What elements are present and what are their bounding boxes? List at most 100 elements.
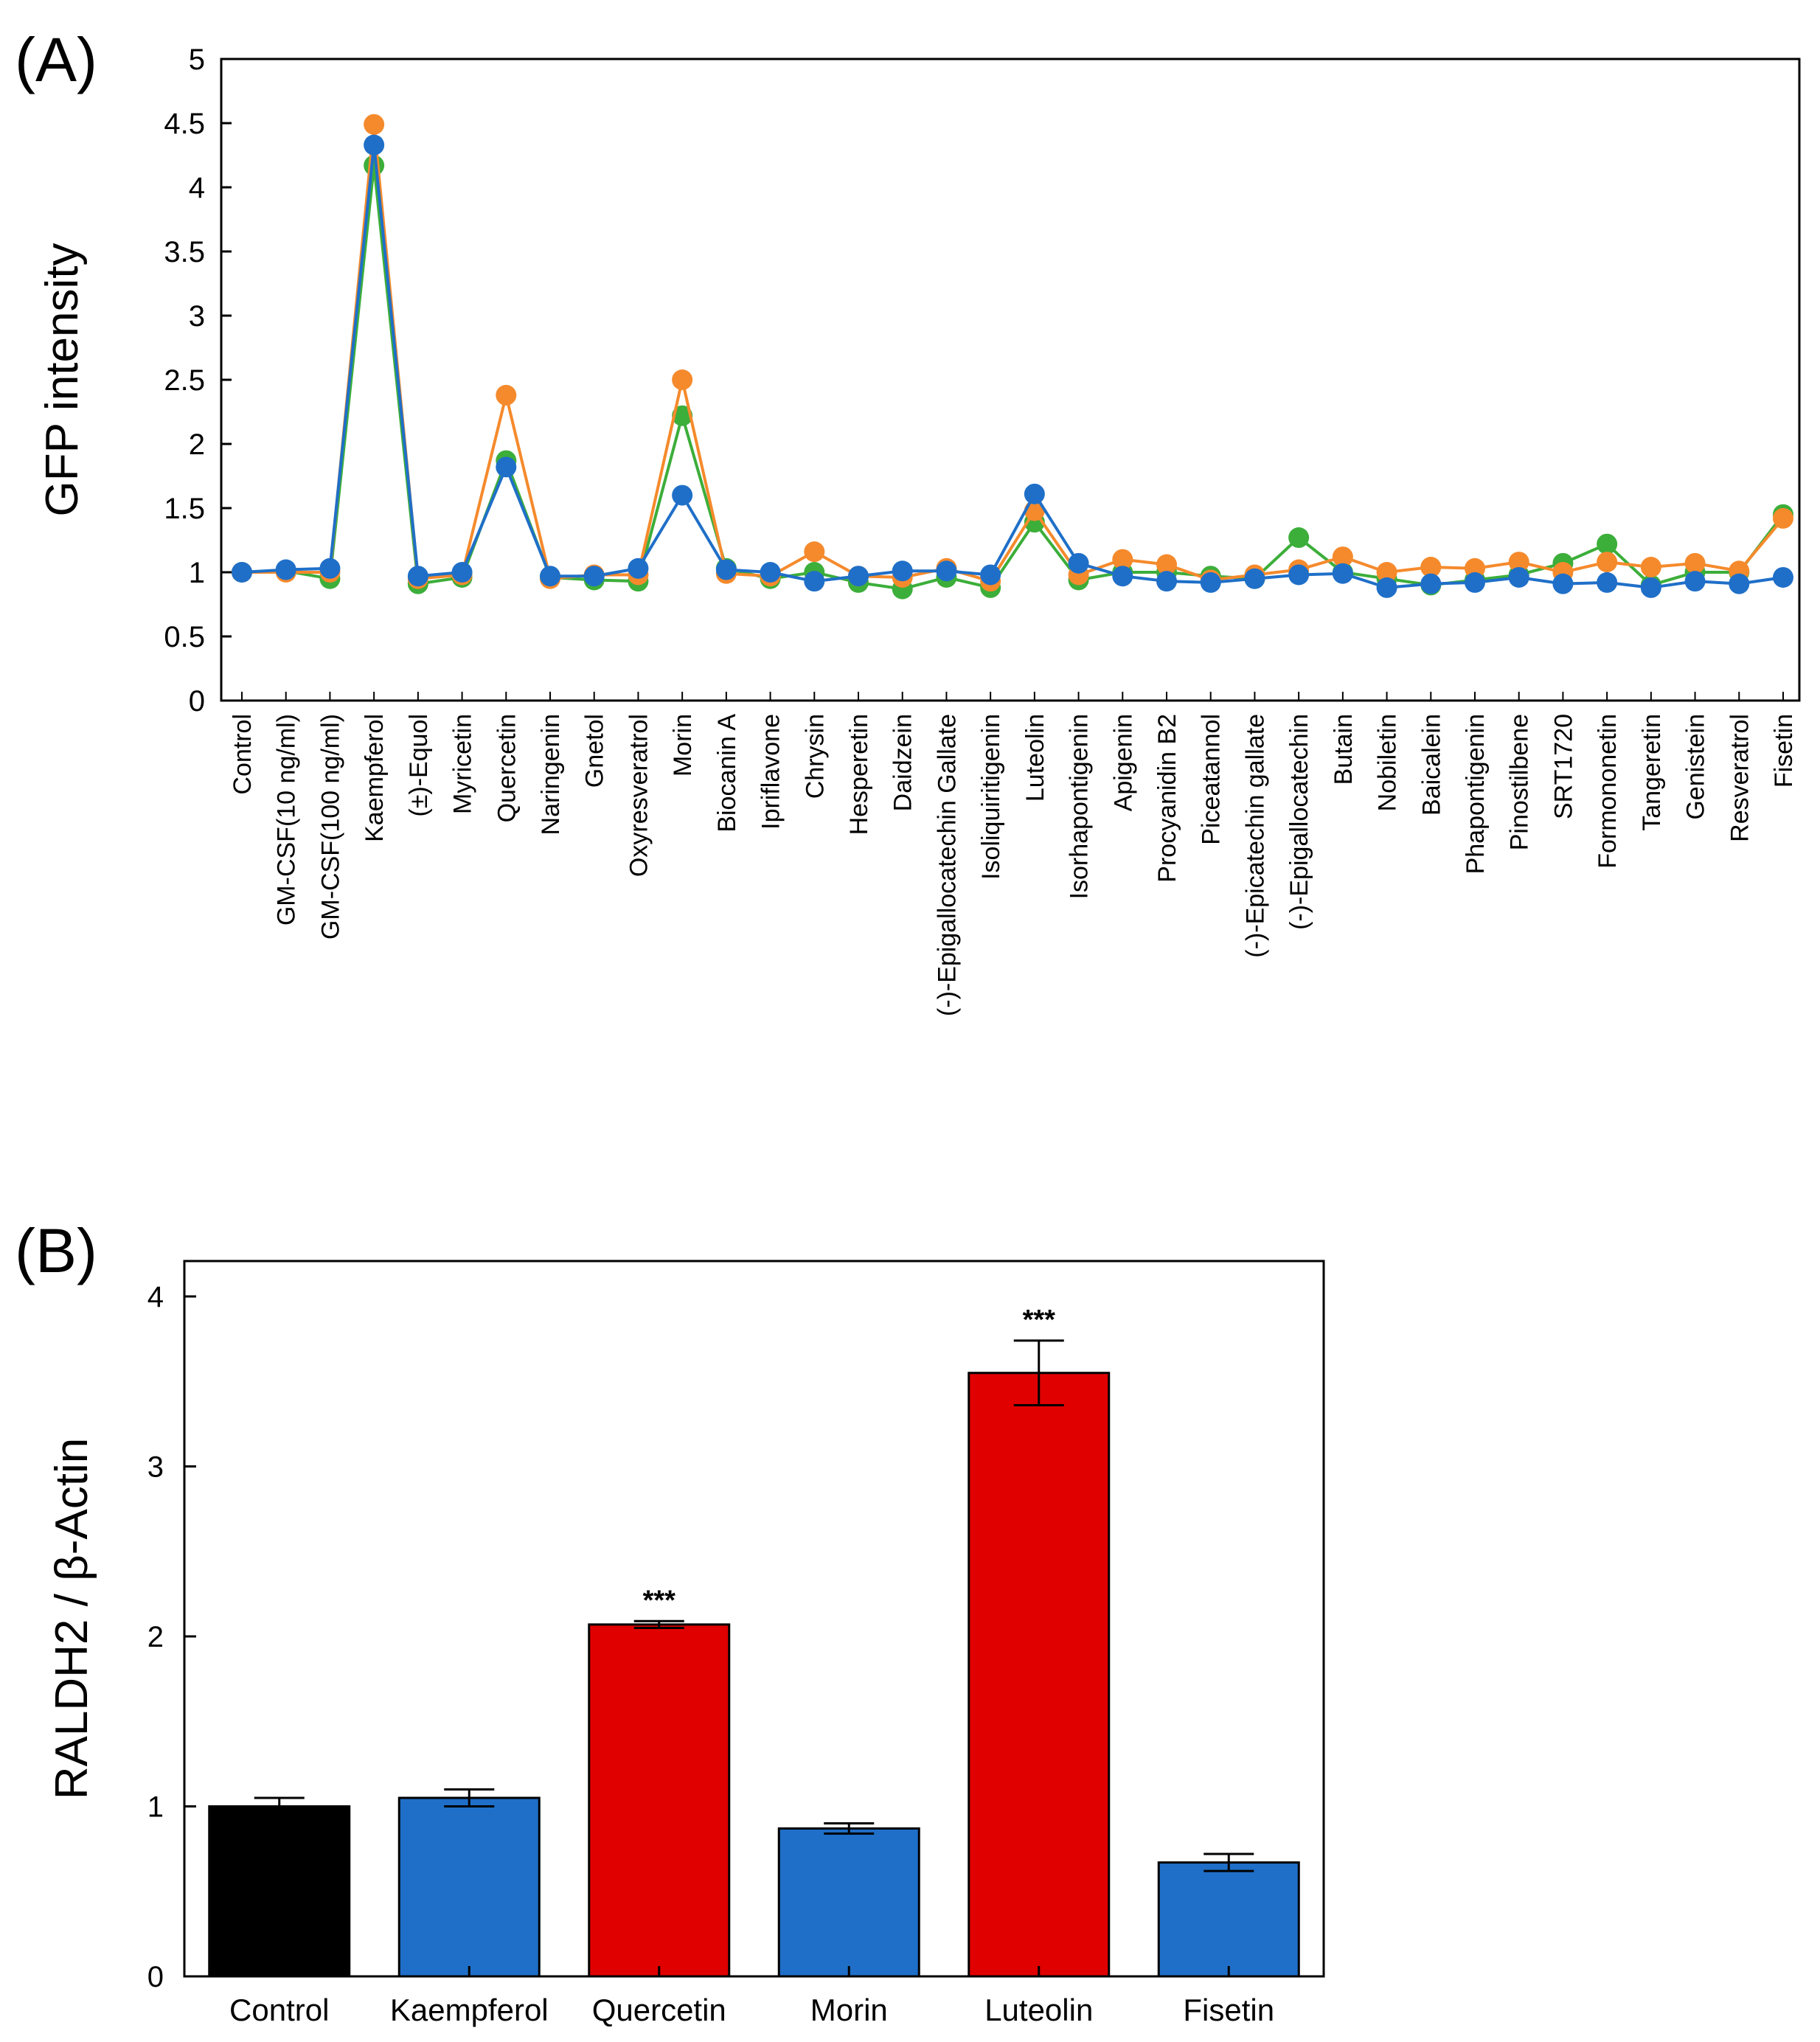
panel-b-plot-frame xyxy=(183,1260,1325,1978)
panel-a-x-tick-label: GM-CSF(10 ng/ml) xyxy=(273,714,301,926)
panel-a-plot-frame xyxy=(220,58,1801,702)
panel-a-y-tick-label: 4 xyxy=(189,172,205,204)
series-blue-point xyxy=(1112,566,1133,587)
series-orange-point xyxy=(1465,558,1485,579)
series-blue-point xyxy=(1200,572,1221,593)
panel-a-y-tick-label: 2.5 xyxy=(164,364,205,397)
panel-a-x-tick-label: Ipriflavone xyxy=(757,714,785,830)
panel-a-x-tick-label: Kaempferol xyxy=(361,714,389,842)
panel-a-y-ticks: 0 0.5 1 1.5 2 2.5 3 3.5 4 4.5 5 xyxy=(164,44,232,718)
series-blue-point xyxy=(319,558,341,579)
series-orange-point xyxy=(804,541,825,563)
series-orange-point xyxy=(1684,552,1706,574)
series-blue-point xyxy=(583,566,605,587)
series-orange-point xyxy=(1332,546,1353,568)
series-orange-point xyxy=(364,114,385,135)
panel-a-x-tick-label: Tangeretin xyxy=(1638,714,1666,831)
panel-b-x-tick-labels: Control Kaempferol Quercetin Morin Luteolin F… xyxy=(229,1966,1274,2027)
panel-a-x-tick-label: (-)-Epicatechin gallate xyxy=(1241,714,1269,958)
series-blue-point xyxy=(1332,563,1353,584)
series-blue-point xyxy=(892,560,913,582)
panel-a-x-tick-label: Piceatannol xyxy=(1198,714,1226,845)
panel-b-y-tick-label: 0 xyxy=(147,1961,164,1993)
series-green-point xyxy=(1597,533,1618,555)
panel-a-x-tick-label: (-)-Epigallocatechin Gallate xyxy=(933,714,961,1016)
panel-a-x-tick-labels: Control GM-CSF(10 ng/ml) GM-CSF(100 ng/ml)… xyxy=(229,692,1798,1016)
panel-b-y-axis-label: RALDH2 / β-Actin xyxy=(46,1438,97,1799)
panel-a-y-tick-label: 2 xyxy=(189,428,205,461)
series-blue-point xyxy=(1773,566,1793,588)
panel-a-x-tick-label: Baicalein xyxy=(1417,714,1445,816)
panel-a-x-tick-label: Chrysin xyxy=(801,714,829,799)
series-blue-point xyxy=(1597,572,1618,593)
series-blue-point xyxy=(1068,552,1089,574)
series-orange-point xyxy=(1640,557,1661,578)
series-blue-point xyxy=(496,456,517,478)
series-orange-line xyxy=(242,124,1785,583)
panel-a-x-tick-label: Oxyresveratrol xyxy=(625,714,653,877)
series-blue-point xyxy=(980,564,1001,586)
panel-a-y-tick-label: 3.5 xyxy=(164,236,205,268)
panel-b-label: (B) xyxy=(15,1216,97,1285)
panel-a-x-tick-label: Genistein xyxy=(1682,714,1710,820)
series-blue-point xyxy=(364,134,385,156)
series-orange-point xyxy=(1112,549,1133,570)
panel-a-x-tick-label: Biocanin A xyxy=(713,714,741,833)
series-blue-point xyxy=(1508,566,1529,588)
series-orange-point xyxy=(1376,562,1397,583)
panel-a-y-tick-label: 1.5 xyxy=(164,493,205,525)
panel-b-y-tick-label: 2 xyxy=(147,1621,164,1653)
series-blue-point xyxy=(451,562,473,583)
panel-a-x-tick-label: Butain xyxy=(1330,714,1358,785)
series-green-point xyxy=(1288,527,1310,549)
series-blue-point xyxy=(848,566,869,587)
bar-kaempferol xyxy=(397,1796,541,1978)
panel-a-x-tick-label: Naringenin xyxy=(537,714,565,835)
panel-b-x-tick-label: Control xyxy=(229,1993,329,2027)
panel-a-x-tick-label: Phapontigenin xyxy=(1462,714,1490,874)
panel-a-x-tick-label: Myricetin xyxy=(449,714,477,814)
series-blue-point xyxy=(275,559,296,580)
panel-a-x-tick-label: Fisetin xyxy=(1770,714,1798,788)
series-blue-point xyxy=(1729,573,1750,594)
series-green-point xyxy=(672,405,693,426)
panel-a-x-tick-label: GM-CSF(100 ng/ml) xyxy=(316,714,344,940)
panel-a-x-tick-label: (-)-Epigallocatechin xyxy=(1285,714,1313,930)
series-blue-point xyxy=(1640,577,1661,598)
series-blue-point xyxy=(936,560,957,582)
series-blue-point xyxy=(540,566,560,587)
panel-a-x-tick-label: SRT1720 xyxy=(1549,714,1577,819)
bar-fisetin xyxy=(1157,1861,1300,1978)
series-blue-point xyxy=(407,566,428,587)
panel-b-bar-chart: (B) RALDH2 / β-Actin 0 1 2 3 4 *** *** Contro… xyxy=(15,1216,1325,2027)
series-blue-point xyxy=(1420,573,1442,594)
panel-a-x-tick-label: Procyanidin B2 xyxy=(1153,714,1181,883)
series-blue-point xyxy=(1288,564,1310,586)
series-blue-point xyxy=(1465,572,1485,593)
panel-b-y-tick-label: 1 xyxy=(147,1791,164,1824)
panel-a-y-axis-label: GFP intensity xyxy=(37,243,88,516)
panel-a-x-tick-label: Isoliquiritigenin xyxy=(977,714,1005,880)
significance-annotation: *** xyxy=(643,1585,676,1616)
panel-a-x-tick-label: Quercetin xyxy=(493,714,521,822)
series-blue-point xyxy=(1376,577,1397,598)
panel-a-x-tick-label: Morin xyxy=(669,714,697,777)
panel-a-line-chart: (A) GFP intensity 00.511.522.533.544.55 … xyxy=(15,25,1801,1016)
panel-b-x-tick-label: Quercetin xyxy=(592,1993,726,2027)
panel-b-x-tick-label: Fisetin xyxy=(1183,1993,1274,2027)
series-blue-point xyxy=(1024,483,1045,504)
series-blue-point xyxy=(628,558,649,579)
panel-a-label: (A) xyxy=(15,25,97,94)
panel-a-x-tick-label: Nobiletin xyxy=(1374,714,1402,811)
significance-annotation: *** xyxy=(1023,1305,1056,1336)
series-blue-point xyxy=(804,571,825,592)
panel-a-y-tick-label: 0.5 xyxy=(164,621,205,653)
series-orange-point xyxy=(1156,554,1177,575)
series-orange-point xyxy=(1773,507,1793,529)
panel-a-x-tick-label: Luteolin xyxy=(1021,714,1049,802)
series-orange-point xyxy=(672,369,693,390)
panel-a-x-tick-label: Isorhapontigenin xyxy=(1066,714,1094,899)
panel-b-x-tick-label: Luteolin xyxy=(984,1993,1093,2027)
panel-a-y-tick-label: 1 xyxy=(189,557,205,589)
